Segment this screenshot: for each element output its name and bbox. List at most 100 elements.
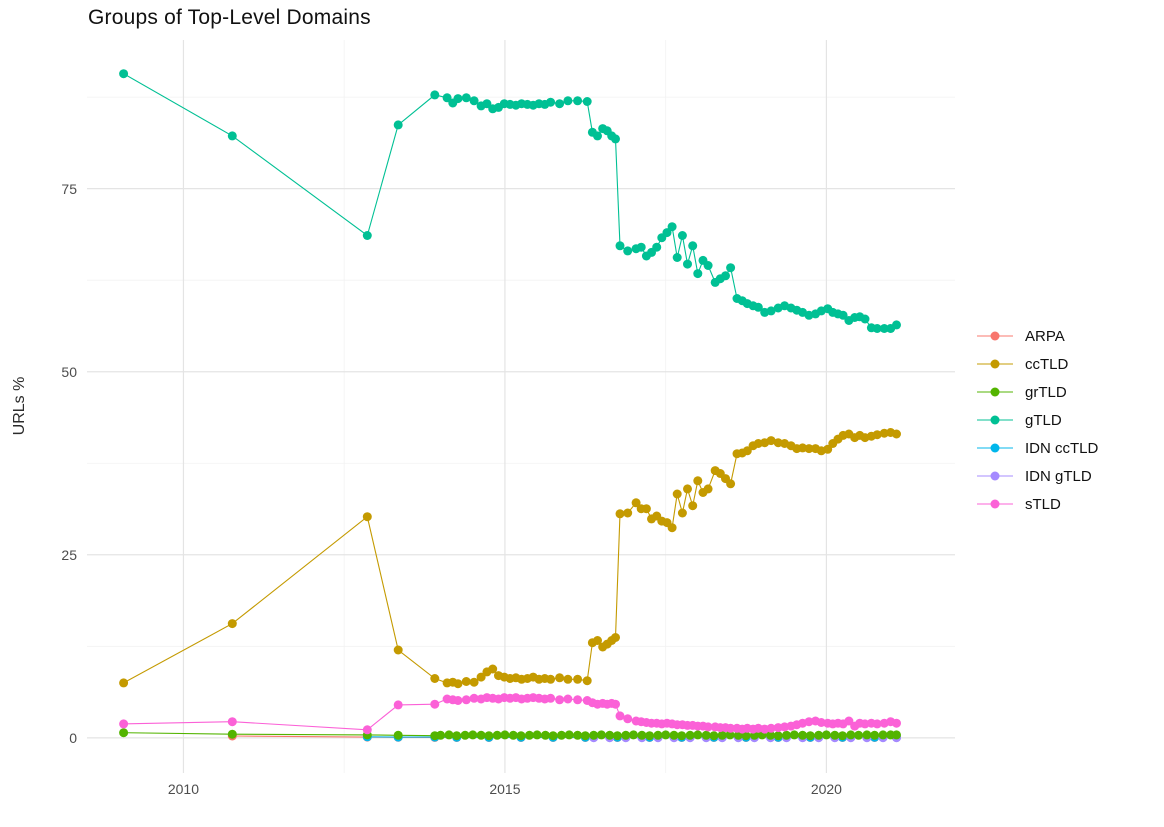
data-point-ccTLD	[804, 444, 814, 454]
y-tick-label: 50	[61, 363, 77, 380]
data-point-gTLD	[611, 134, 620, 144]
data-point-sTLD	[119, 719, 129, 729]
legend-item-gTLD: gTLD	[976, 406, 1098, 434]
data-point-ccTLD	[461, 677, 471, 686]
legend-item-label: sTLD	[1025, 495, 1061, 513]
data-point-grTLD	[741, 731, 751, 741]
chart-title: Groups of Top-Level Domains	[88, 6, 371, 29]
data-point-sTLD	[227, 717, 237, 727]
data-point-gTLD	[662, 228, 672, 238]
data-point-ccTLD	[393, 645, 403, 655]
data-point-gTLD	[766, 306, 776, 316]
data-point-ccTLD	[488, 664, 498, 674]
data-point-gTLD	[860, 314, 870, 324]
plot-svg	[87, 40, 955, 773]
data-point-gTLD	[838, 310, 848, 320]
y-tick-label: 25	[61, 546, 77, 563]
legend-key-icon	[977, 443, 1013, 453]
legend-item-label: IDN gTLD	[1025, 467, 1092, 485]
data-point-ccTLD	[631, 498, 641, 508]
data-point-ccTLD	[476, 672, 486, 682]
data-point-grTLD	[621, 730, 631, 740]
x-tick-label: 2010	[167, 781, 200, 797]
data-point-gTLD	[555, 99, 565, 109]
data-point-grTLD	[476, 730, 486, 740]
data-point-ccTLD	[469, 677, 479, 687]
data-point-grTLD	[436, 730, 446, 740]
data-point-gTLD	[683, 259, 692, 269]
data-point-grTLD	[830, 730, 840, 740]
data-point-gTLD	[726, 263, 736, 273]
data-point-grTLD	[516, 731, 526, 741]
data-point-sTLD	[872, 719, 882, 729]
legend-item-ccTLD: ccTLD	[976, 350, 1098, 378]
data-point-ccTLD	[563, 674, 573, 684]
data-point-grTLD	[821, 730, 831, 740]
legend-key-icon	[977, 387, 1013, 397]
data-point-grTLD	[500, 730, 510, 740]
data-point-ccTLD	[573, 674, 583, 684]
data-point-gTLD	[227, 131, 237, 141]
y-tick-label: 75	[61, 180, 77, 197]
data-point-sTLD	[611, 699, 620, 709]
data-point-grTLD	[589, 730, 599, 740]
data-point-gTLD	[546, 97, 556, 107]
data-point-ccTLD	[611, 633, 620, 642]
data-point-grTLD	[798, 730, 808, 740]
data-point-ccTLD	[555, 673, 565, 683]
legend-item-IDN-ccTLD: IDN ccTLD	[976, 434, 1098, 462]
data-point-grTLD	[789, 730, 799, 740]
data-point-gTLD	[393, 120, 403, 130]
data-point-grTLD	[693, 730, 703, 740]
data-point-gTLD	[469, 96, 479, 106]
legend-item-grTLD: grTLD	[976, 378, 1098, 406]
data-point-grTLD	[460, 730, 470, 740]
data-point-ccTLD	[726, 479, 736, 489]
y-tick-label: 0	[69, 729, 77, 746]
data-point-grTLD	[612, 731, 622, 741]
data-point-grTLD	[484, 731, 494, 741]
data-point-sTLD	[362, 725, 372, 735]
data-point-sTLD	[804, 717, 814, 727]
legend: ARPA ccTLD grTLD gTLD IDN ccTLD IDN gTLD sTLD	[976, 322, 1098, 518]
data-point-ccTLD	[623, 508, 633, 518]
data-point-sTLD	[623, 714, 633, 724]
legend-item-label: grTLD	[1025, 383, 1067, 401]
data-point-sTLD	[563, 694, 573, 704]
data-point-grTLD	[661, 730, 671, 740]
data-point-ccTLD	[227, 619, 237, 629]
data-point-ccTLD	[593, 636, 602, 645]
data-point-grTLD	[846, 730, 856, 740]
data-point-gTLD	[879, 324, 889, 333]
data-point-grTLD	[782, 730, 791, 740]
data-point-ccTLD	[615, 509, 625, 519]
data-point-grTLD	[717, 730, 727, 740]
data-point-sTLD	[546, 693, 556, 703]
data-point-ccTLD	[703, 484, 713, 494]
data-point-grTLD	[227, 729, 237, 739]
legend-item-IDN-gTLD: IDN gTLD	[976, 462, 1098, 490]
data-point-ccTLD	[641, 504, 651, 514]
data-point-grTLD	[605, 730, 615, 740]
data-point-gTLD	[892, 320, 901, 330]
data-point-gTLD	[362, 231, 372, 240]
data-point-sTLD	[766, 723, 776, 733]
data-point-sTLD	[573, 695, 583, 705]
data-point-gTLD	[672, 253, 682, 262]
data-point-grTLD	[773, 731, 783, 741]
data-point-gTLD	[119, 69, 129, 79]
data-point-grTLD	[557, 730, 566, 740]
data-point-ccTLD	[683, 484, 692, 494]
data-point-grTLD	[468, 730, 478, 740]
data-point-ccTLD	[742, 446, 752, 456]
data-point-grTLD	[669, 730, 679, 740]
data-point-grTLD	[540, 730, 550, 740]
data-point-sTLD	[703, 722, 713, 732]
data-point-grTLD	[393, 730, 403, 740]
data-point-gTLD	[461, 93, 471, 103]
data-point-ccTLD	[546, 674, 556, 684]
data-point-gTLD	[703, 261, 713, 270]
legend-key-icon	[977, 359, 1013, 369]
data-point-grTLD	[653, 730, 663, 740]
